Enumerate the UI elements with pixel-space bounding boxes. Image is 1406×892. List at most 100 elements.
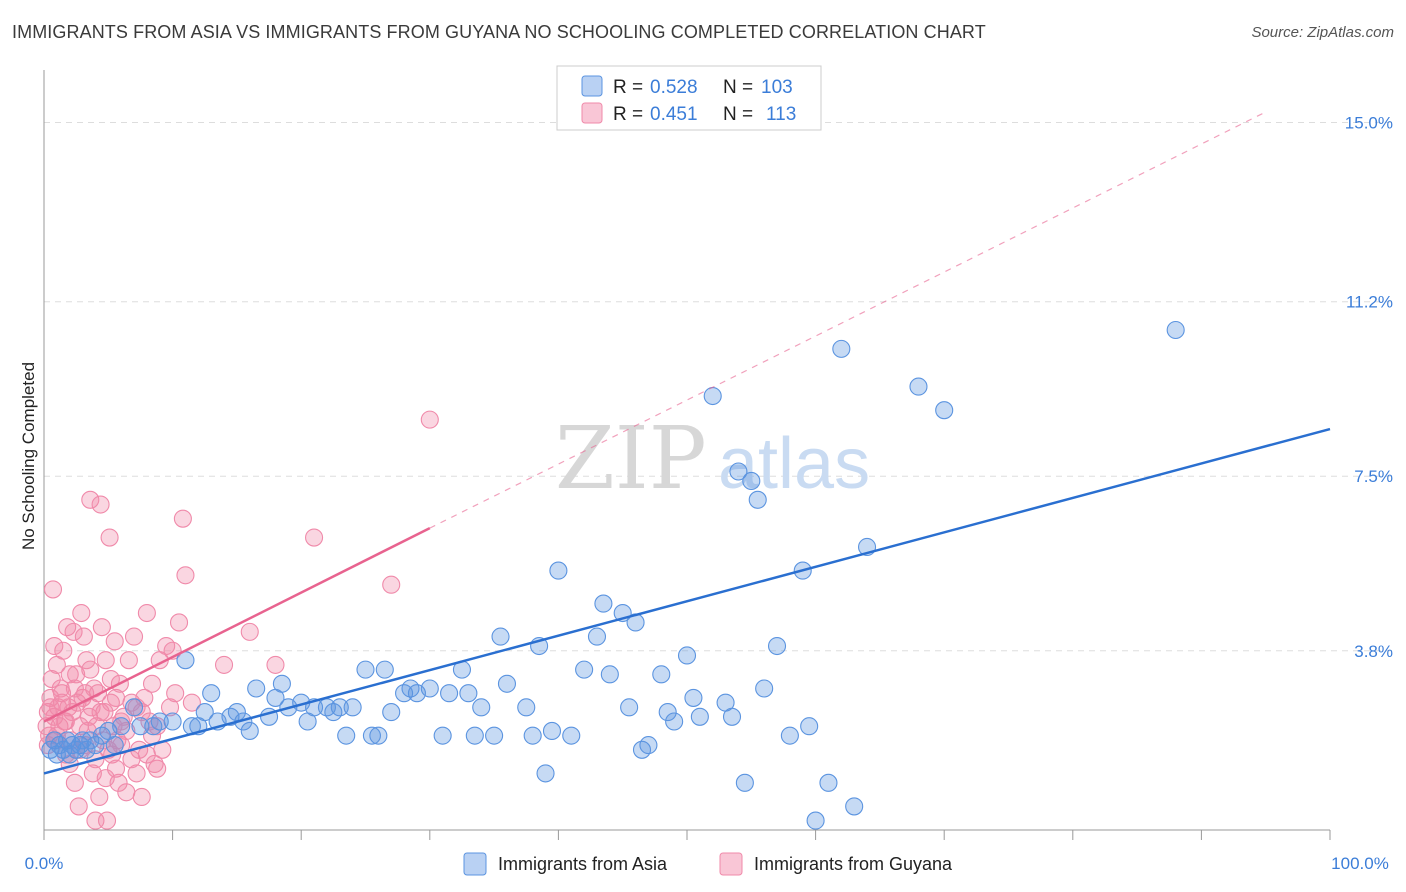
data-point bbox=[742, 471, 761, 490]
bottom-legend-label-guyana: Immigrants from Guyana bbox=[754, 854, 953, 874]
data-point bbox=[491, 627, 510, 646]
data-point bbox=[703, 386, 722, 406]
data-point bbox=[97, 811, 117, 830]
data-point bbox=[91, 703, 110, 722]
data-point bbox=[69, 797, 88, 816]
data-point bbox=[362, 726, 381, 745]
data-point bbox=[748, 490, 767, 509]
data-point bbox=[100, 528, 119, 547]
series-guyana-points bbox=[37, 410, 439, 830]
data-point bbox=[729, 462, 748, 481]
legend-r-label-asia: R = bbox=[613, 77, 643, 98]
data-point bbox=[56, 712, 75, 731]
data-point bbox=[935, 401, 954, 420]
legend-n-label-guyana: N = bbox=[723, 104, 753, 125]
data-point bbox=[60, 665, 79, 684]
data-point bbox=[517, 698, 536, 717]
data-point bbox=[77, 651, 96, 670]
data-point bbox=[472, 698, 491, 717]
data-point bbox=[105, 632, 124, 651]
data-point bbox=[176, 566, 195, 585]
data-point bbox=[497, 674, 517, 693]
data-point bbox=[677, 646, 697, 665]
data-point bbox=[420, 679, 439, 698]
data-point bbox=[652, 665, 671, 684]
data-point bbox=[356, 660, 375, 679]
legend-r-value-asia: 0.528 bbox=[650, 77, 698, 98]
data-point bbox=[150, 712, 169, 731]
data-point bbox=[65, 679, 84, 698]
data-point bbox=[845, 797, 864, 816]
legend-n-value-asia: 103 bbox=[761, 77, 793, 98]
data-point bbox=[247, 679, 266, 698]
correlation-legend: R = 0.528 N = 103 R = 0.451 N = 113 bbox=[556, 65, 822, 131]
data-point bbox=[665, 712, 684, 731]
data-point bbox=[214, 655, 234, 674]
data-point bbox=[112, 717, 131, 736]
data-point bbox=[86, 736, 105, 755]
series-legend: Immigrants from Asia Immigrants from Guy… bbox=[463, 852, 953, 876]
data-point bbox=[67, 665, 86, 684]
data-point bbox=[375, 660, 394, 679]
data-point bbox=[465, 726, 484, 745]
data-point bbox=[72, 603, 91, 623]
x-tick-label-min: 0.0% bbox=[25, 854, 64, 873]
data-point bbox=[117, 783, 136, 802]
data-point bbox=[124, 698, 144, 717]
legend-n-value-guyana: 113 bbox=[766, 104, 796, 125]
data-point bbox=[145, 754, 164, 774]
data-point bbox=[459, 684, 478, 703]
data-point bbox=[909, 377, 928, 396]
legend-swatch-asia bbox=[581, 75, 603, 97]
data-point bbox=[105, 736, 124, 755]
data-point bbox=[755, 679, 774, 698]
data-point bbox=[433, 726, 452, 745]
data-point bbox=[305, 528, 324, 547]
data-point bbox=[523, 726, 542, 745]
data-point bbox=[343, 698, 362, 717]
data-point bbox=[43, 580, 63, 599]
data-point bbox=[382, 575, 401, 594]
data-point bbox=[131, 717, 150, 736]
data-point bbox=[148, 759, 167, 778]
data-point bbox=[690, 707, 709, 726]
data-point bbox=[64, 622, 83, 641]
data-point bbox=[620, 698, 639, 717]
data-point bbox=[832, 339, 851, 358]
data-point bbox=[266, 655, 285, 674]
data-point bbox=[658, 703, 677, 722]
y-tick-label: 3.8% bbox=[1354, 642, 1393, 661]
data-point bbox=[77, 740, 96, 759]
data-point bbox=[163, 712, 182, 731]
data-point bbox=[562, 726, 581, 745]
data-point bbox=[337, 726, 356, 745]
data-point bbox=[119, 651, 138, 670]
gridlines bbox=[44, 121, 1395, 652]
data-point bbox=[106, 759, 126, 778]
data-point bbox=[587, 627, 607, 646]
data-point bbox=[137, 603, 156, 623]
data-point bbox=[90, 787, 109, 807]
data-point bbox=[684, 688, 703, 707]
y-tick-label: 7.5% bbox=[1354, 467, 1393, 486]
source-credit: Source: ZipAtlas.com bbox=[1251, 24, 1394, 41]
data-point bbox=[91, 495, 110, 514]
y-tick-label: 15.0% bbox=[1345, 113, 1393, 132]
data-point bbox=[74, 627, 93, 646]
data-point bbox=[735, 773, 754, 792]
x-tick-label-max: 100.0% bbox=[1331, 854, 1389, 873]
bottom-legend-swatch-guyana bbox=[719, 852, 743, 876]
data-point bbox=[767, 636, 787, 656]
data-point bbox=[45, 636, 64, 656]
data-point bbox=[42, 670, 61, 689]
data-point bbox=[132, 787, 151, 807]
data-point bbox=[800, 717, 819, 736]
series-asia-points bbox=[41, 320, 1185, 830]
data-point bbox=[169, 613, 189, 632]
data-point bbox=[780, 726, 799, 745]
data-point bbox=[542, 721, 562, 740]
trend-lines bbox=[43, 111, 1331, 775]
x-axis-ticks bbox=[43, 830, 1331, 840]
bottom-legend-label-asia: Immigrants from Asia bbox=[498, 854, 668, 874]
